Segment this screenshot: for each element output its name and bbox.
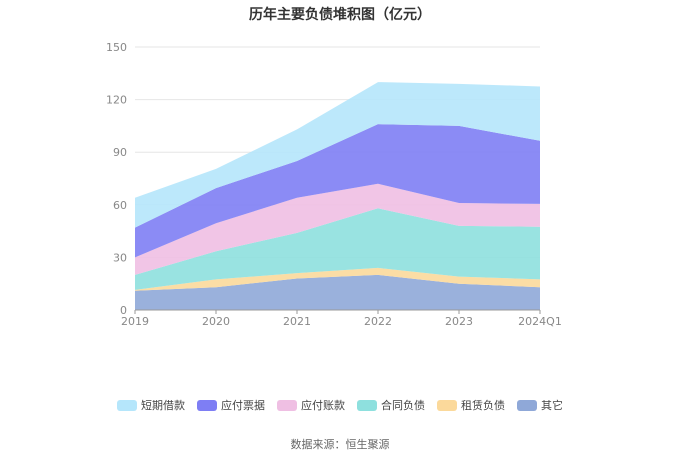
y-tick-label: 90 <box>113 146 127 159</box>
x-tick-label: 2019 <box>121 315 149 328</box>
area-其它 <box>135 274 540 310</box>
legend-label: 租赁负债 <box>461 399 505 412</box>
area-短期借款 <box>135 82 540 228</box>
x-tick-label: 2021 <box>283 315 311 328</box>
legend-item[interactable]: 应付账款 <box>277 397 345 413</box>
legend-swatch <box>517 399 537 411</box>
y-tick-label: 60 <box>113 199 127 212</box>
legend-swatch <box>357 399 377 411</box>
legend-label: 合同负债 <box>381 399 425 412</box>
legend-swatch <box>437 399 457 411</box>
x-tick-label: 2023 <box>445 315 473 328</box>
legend-item[interactable]: 应付票据 <box>197 397 265 413</box>
legend-swatch <box>117 399 137 411</box>
x-tick-label: 2024Q1 <box>518 315 562 328</box>
legend-item[interactable]: 短期借款 <box>117 397 185 413</box>
y-tick-label: 120 <box>106 94 127 107</box>
x-tick-label: 2022 <box>364 315 392 328</box>
legend-item[interactable]: 合同负债 <box>357 397 425 413</box>
legend-item[interactable]: 租赁负债 <box>437 397 505 413</box>
legend-label: 应付票据 <box>221 399 265 412</box>
area-应付票据 <box>135 124 540 258</box>
legend-swatch <box>277 399 297 411</box>
chart-legend: 短期借款 应付票据 应付账款 合同负债 租赁负债 其它 <box>0 397 680 413</box>
legend-label: 其它 <box>541 399 563 412</box>
data-source-note: 数据来源：恒生聚源 <box>290 438 390 451</box>
legend-label: 短期借款 <box>141 399 185 412</box>
area-合同负债 <box>135 208 540 290</box>
x-tick-label: 2020 <box>202 315 230 328</box>
legend-label: 应付账款 <box>301 399 345 412</box>
y-tick-label: 0 <box>120 304 127 317</box>
chart-title: 历年主要负债堆积图（亿元） <box>249 7 431 23</box>
legend-swatch <box>197 399 217 411</box>
y-tick-label: 30 <box>113 251 127 264</box>
legend-item[interactable]: 其它 <box>517 397 563 413</box>
y-tick-label: 150 <box>106 41 127 54</box>
area-应付账款 <box>135 183 540 275</box>
